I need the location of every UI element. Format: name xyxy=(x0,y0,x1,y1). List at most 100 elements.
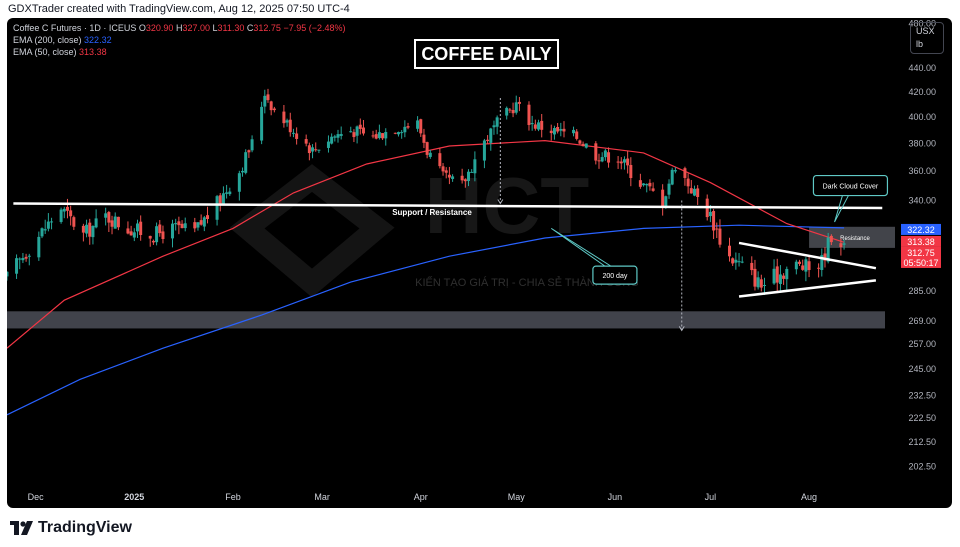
legend-ema50-row[interactable]: EMA (50, close) 313.38 xyxy=(13,46,345,58)
y-tick-label: 360.00 xyxy=(908,166,936,176)
zones: Resistance xyxy=(7,226,895,329)
candle-body xyxy=(177,221,181,226)
candle-body xyxy=(291,132,295,134)
chart-panel[interactable]: HCT KIẾN TẠO GIÁ TRỊ - CHIA SẺ THÀNH CÔNG… xyxy=(7,18,952,508)
y-tick-label: 202.50 xyxy=(908,462,936,472)
candle-body xyxy=(718,228,722,245)
candle-body xyxy=(336,134,340,138)
legend-ema200-row[interactable]: EMA (200, close) 322.32 xyxy=(13,34,345,46)
tradingview-logo-text: TradingView xyxy=(38,519,132,536)
candle-body xyxy=(333,136,337,138)
legend-ema200-value: 322.32 xyxy=(84,35,112,45)
candle-body xyxy=(107,212,111,223)
price-label-text: 05:50:17 xyxy=(903,258,938,268)
annotation-dark-cloud-pointer xyxy=(834,195,849,223)
candle-body xyxy=(400,132,404,134)
candle-body xyxy=(416,120,420,129)
y-tick-label: 440.00 xyxy=(908,63,936,73)
candle-body xyxy=(46,221,50,229)
candle-body xyxy=(266,94,270,101)
ema50-line xyxy=(7,139,845,349)
legend-c-label: C xyxy=(246,23,254,33)
candle-body xyxy=(607,152,611,163)
legend-symbol[interactable]: Coffee C Futures · 1D · ICEUS xyxy=(13,23,137,33)
legend-change: −7.95 (−2.48%) xyxy=(283,23,346,33)
x-tick-label: May xyxy=(508,492,526,502)
candle-body xyxy=(355,126,359,136)
support-resistance-line xyxy=(13,202,883,210)
candle-body xyxy=(247,150,251,153)
candle-body xyxy=(492,125,496,128)
candle-body xyxy=(27,255,31,257)
candle-body xyxy=(622,159,626,163)
candle-body xyxy=(826,237,830,262)
candle-body xyxy=(263,95,267,107)
candle-body xyxy=(629,164,633,179)
candle-body xyxy=(396,132,400,135)
legend-l-value: 311.30 xyxy=(217,23,245,33)
watermark-diamond xyxy=(229,164,395,298)
candle-body xyxy=(193,222,197,229)
x-tick-label: Apr xyxy=(414,492,428,502)
trend-lines: Support / Resistance xyxy=(13,98,883,332)
candle-body xyxy=(686,178,690,187)
candle-body xyxy=(307,145,311,154)
candle-body xyxy=(575,131,579,139)
x-tick-label: 2025 xyxy=(124,492,144,502)
candle-body xyxy=(817,267,821,269)
candle-body xyxy=(244,152,248,173)
candle-body xyxy=(839,243,843,248)
tradingview-logo[interactable]: TradingView xyxy=(10,519,132,537)
candle-body xyxy=(199,220,203,225)
x-tick-label: Feb xyxy=(225,492,241,502)
y-tick-label: 480.00 xyxy=(908,18,936,28)
annotation-dark-cloud-text: Dark Cloud Cover xyxy=(823,184,879,191)
candle-body xyxy=(584,143,588,148)
candle-body xyxy=(549,130,553,134)
candle-body xyxy=(377,132,381,138)
legend-h-value: 327.00 xyxy=(182,23,210,33)
y-tick-label: 257.00 xyxy=(908,339,936,349)
candle-body xyxy=(425,142,429,155)
legend-symbol-row: Coffee C Futures · 1D · ICEUS O320.90 H3… xyxy=(13,22,345,34)
legend-c-value: 312.75 xyxy=(253,23,281,33)
candle-body xyxy=(638,180,642,187)
candle-body xyxy=(740,261,744,263)
candle-body xyxy=(158,224,162,234)
candle-body xyxy=(616,161,620,163)
candle-body xyxy=(842,243,846,245)
candle-body xyxy=(527,104,531,125)
candle-body xyxy=(559,129,563,131)
y-tick-label: 269.00 xyxy=(908,316,936,326)
candle-body xyxy=(750,262,754,271)
candle-body xyxy=(62,208,66,212)
candle-body xyxy=(447,174,451,178)
candle-body xyxy=(358,124,362,129)
annotations: Dark Cloud Cover 200 day xyxy=(550,174,889,285)
support-zone xyxy=(7,311,885,329)
candle-body xyxy=(110,220,114,227)
currency-unit-button[interactable]: USX lb xyxy=(910,22,944,54)
candle-body xyxy=(381,133,385,139)
candle-body xyxy=(511,110,515,114)
candle-body xyxy=(202,217,206,227)
candle-body xyxy=(237,173,241,192)
x-tick-label: Jul xyxy=(705,492,717,502)
annotation-box-200-day xyxy=(592,265,638,285)
candle-body xyxy=(696,188,700,197)
candle-body xyxy=(180,223,184,229)
candle-body xyxy=(514,102,518,113)
candle-body xyxy=(533,124,537,129)
ema-lines xyxy=(7,139,845,416)
candle-body xyxy=(556,126,560,132)
candle-body xyxy=(151,240,155,243)
candle-body xyxy=(40,228,44,237)
candle-body xyxy=(689,188,693,194)
candle-body xyxy=(823,253,827,261)
candle-body xyxy=(113,216,117,229)
y-tick-label: 420.00 xyxy=(908,87,936,97)
candle-body xyxy=(619,161,623,164)
candle-body xyxy=(7,271,9,277)
